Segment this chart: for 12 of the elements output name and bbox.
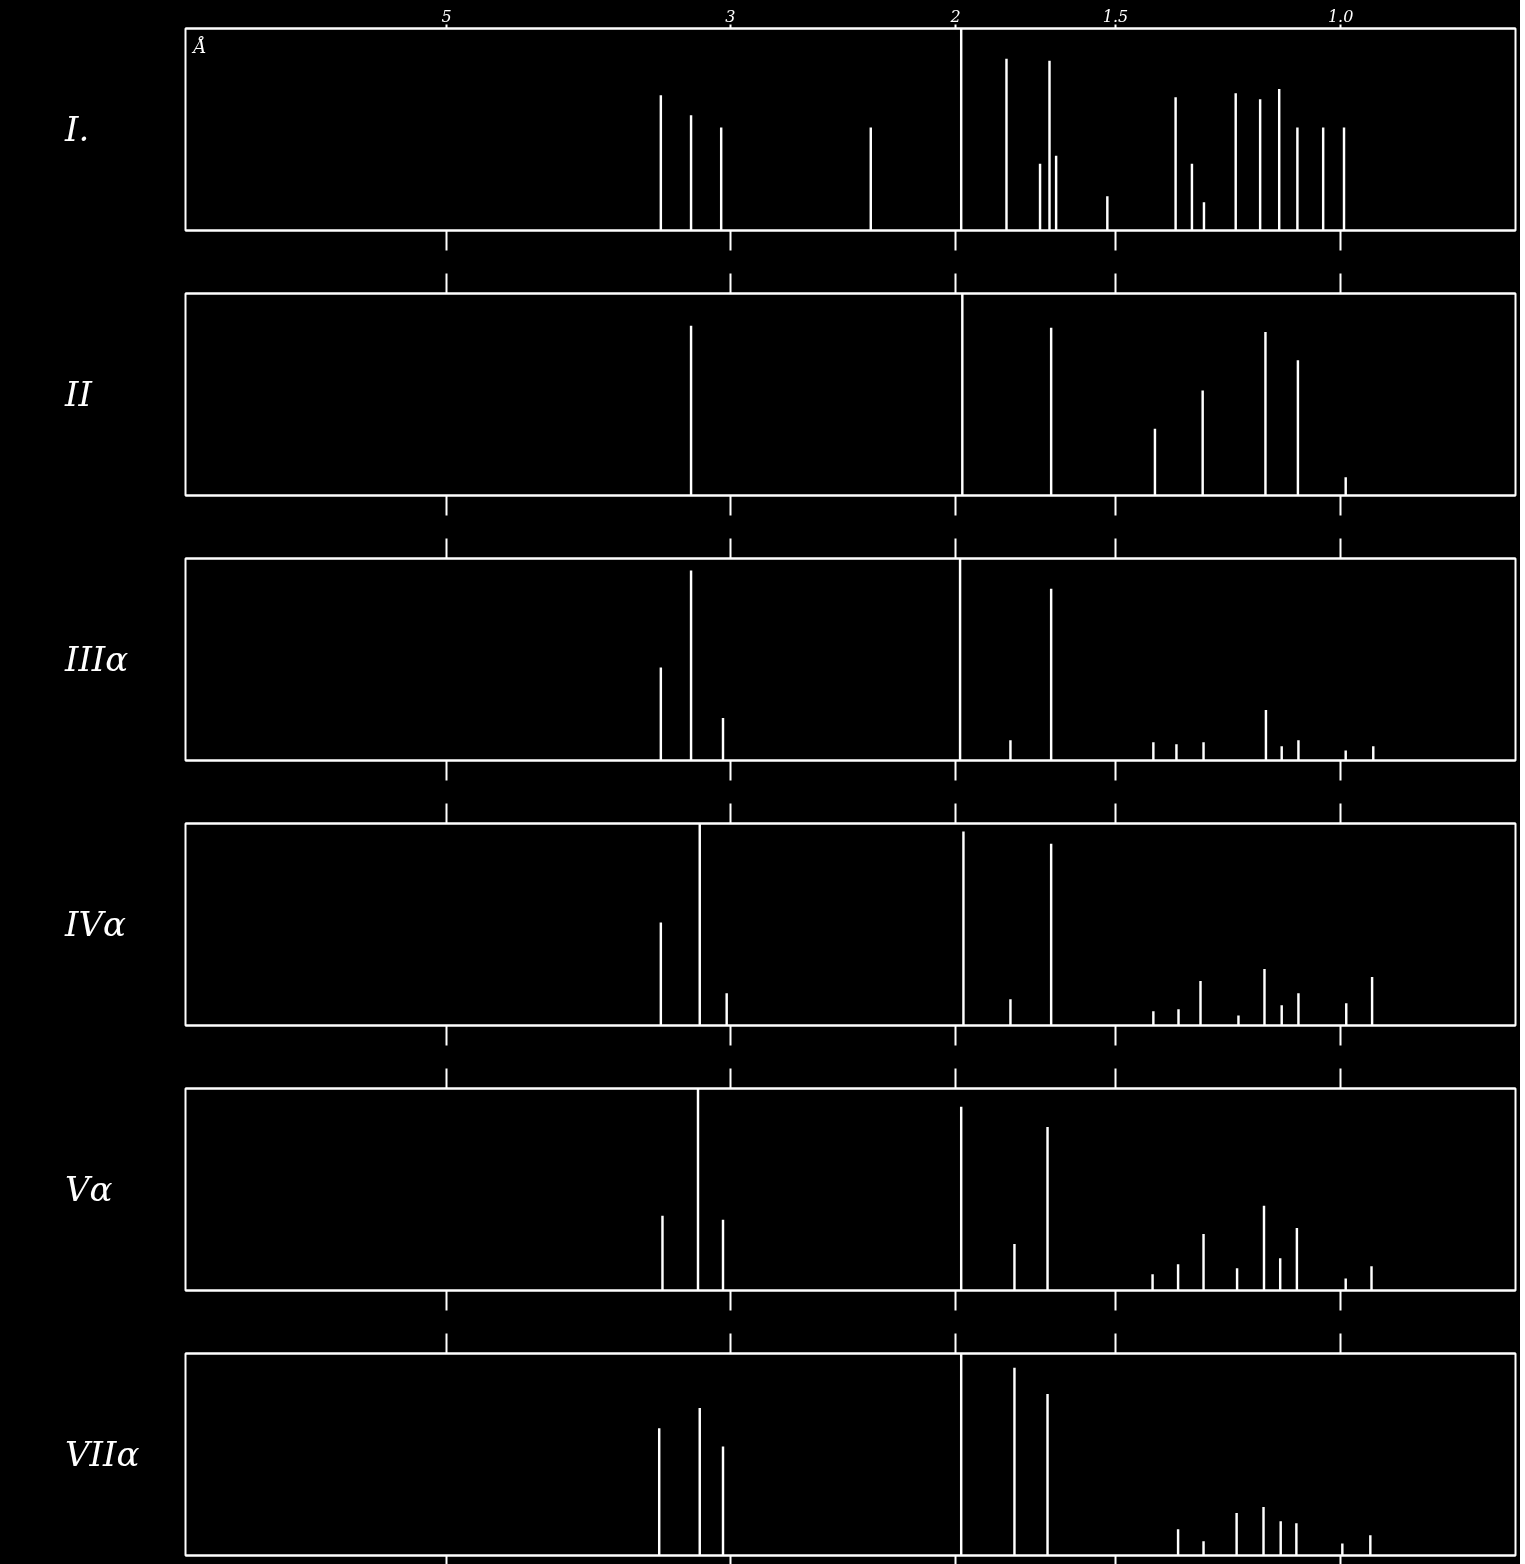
x-tick-label: 5 xyxy=(441,6,452,26)
text: I. xyxy=(65,108,90,151)
x-tick-label: 2 xyxy=(949,6,961,26)
text: IIIα xyxy=(65,638,129,681)
text: II xyxy=(65,373,92,416)
x-axis-title: Å xyxy=(191,35,207,57)
x-tick-label: 1.0 xyxy=(1327,6,1354,26)
text: VIIα xyxy=(65,1433,140,1476)
x-tick-label: 1.5 xyxy=(1102,6,1129,26)
text: Vα xyxy=(65,1168,113,1211)
text: IVα xyxy=(65,903,126,946)
x-tick-label: 3 xyxy=(725,6,736,26)
